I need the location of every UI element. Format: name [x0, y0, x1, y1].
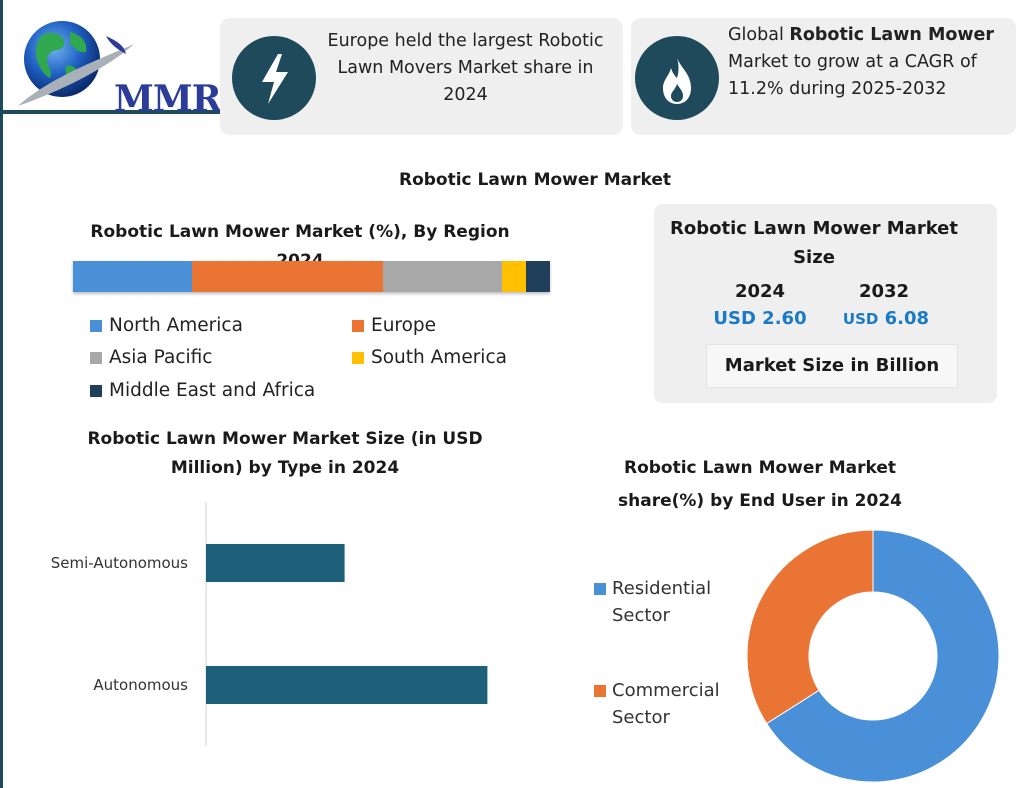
year-2032-label: 2032	[858, 281, 910, 302]
type-tick-label: Autonomous	[93, 676, 188, 694]
legend-item-mea: Middle East and Africa	[90, 380, 315, 401]
type-bar-chart: Semi-Autonomous Autonomous	[51, 502, 488, 746]
legend-label: Europe	[371, 315, 437, 336]
legend-swatch	[90, 351, 102, 364]
market-size-panel: Robotic Lawn Mower Market Size 2024 2032…	[654, 204, 997, 403]
legend-item-asia-pacific: Asia Pacific	[90, 347, 212, 368]
flame-icon	[635, 36, 719, 120]
info-card-europe: Europe held the largest Robotic Lawn Mov…	[220, 18, 623, 135]
cagr-bold: Robotic Lawn Mower	[789, 25, 995, 45]
enduser-donut-chart	[746, 529, 1000, 783]
legend-label: Middle East and Africa	[109, 380, 316, 401]
year-2024-label: 2024	[734, 281, 786, 302]
type-chart-title: Robotic Lawn Mower Market Size (in USD M…	[87, 429, 483, 478]
frame-left-border	[0, 0, 3, 788]
cagr-prefix: Global	[728, 25, 790, 45]
info-card-cagr: Global Robotic Lawn Mower Market to grow…	[631, 18, 1016, 135]
legend-label: North America	[109, 315, 243, 336]
region-segment-europe	[192, 261, 384, 292]
legend-swatch	[594, 583, 606, 595]
market-size-unit: Market Size in Billion	[706, 344, 958, 388]
cagr-suffix: Market to grow at a CAGR of 11.2% during…	[728, 52, 977, 99]
region-segment-asia-pacific	[383, 261, 503, 292]
value-2032: USD 6.08	[816, 308, 956, 329]
type-tick-label: Semi-Autonomous	[51, 554, 188, 572]
info-card-text: Global Robotic Lawn Mower Market to grow…	[728, 22, 1014, 103]
lightning-icon	[232, 36, 316, 120]
donut-slice-commercial	[746, 529, 874, 725]
page-title: Robotic Lawn Mower Market	[398, 170, 671, 190]
legend-label: Commercial Sector	[612, 680, 720, 728]
legend-swatch	[352, 351, 364, 364]
legend-swatch	[352, 319, 364, 332]
region-segment-south-america	[502, 261, 527, 292]
value-2032-number: 6.08	[884, 308, 930, 329]
value-2024: USD 2.60	[713, 308, 807, 329]
donut-slice-residential	[765, 529, 1000, 783]
mmr-logo: MMR	[14, 14, 222, 120]
info-card-text: Europe held the largest Robotic Lawn Mov…	[327, 31, 604, 105]
legend-item-residential: Residential Sector	[594, 575, 732, 629]
type-bar-autonomous	[206, 666, 488, 704]
legend-item-south-america: South America	[352, 347, 507, 368]
value-2032-currency: USD	[842, 310, 879, 328]
legend-swatch	[90, 319, 102, 332]
logo-wordmark: MMR	[114, 78, 222, 120]
legend-item-north-america: North America	[90, 315, 243, 336]
globe-icon	[18, 21, 134, 106]
frame-top-rule	[0, 110, 222, 114]
legend-label: Residential Sector	[612, 578, 712, 626]
enduser-chart-title: Robotic Lawn Mower Market share(%) by En…	[618, 458, 902, 511]
legend-swatch	[594, 685, 606, 697]
legend-label: Asia Pacific	[109, 347, 213, 368]
legend-swatch	[90, 384, 102, 397]
region-segment-middle-east-and-africa	[526, 261, 550, 292]
legend-label: South America	[371, 347, 507, 368]
market-size-title: Robotic Lawn Mower Market Size	[669, 218, 958, 268]
region-stacked-bar	[73, 261, 550, 292]
legend-item-commercial: Commercial Sector	[594, 677, 732, 731]
region-segment-north-america	[73, 261, 193, 292]
type-bar-semi-autonomous	[206, 544, 345, 582]
legend-item-europe: Europe	[352, 315, 436, 336]
